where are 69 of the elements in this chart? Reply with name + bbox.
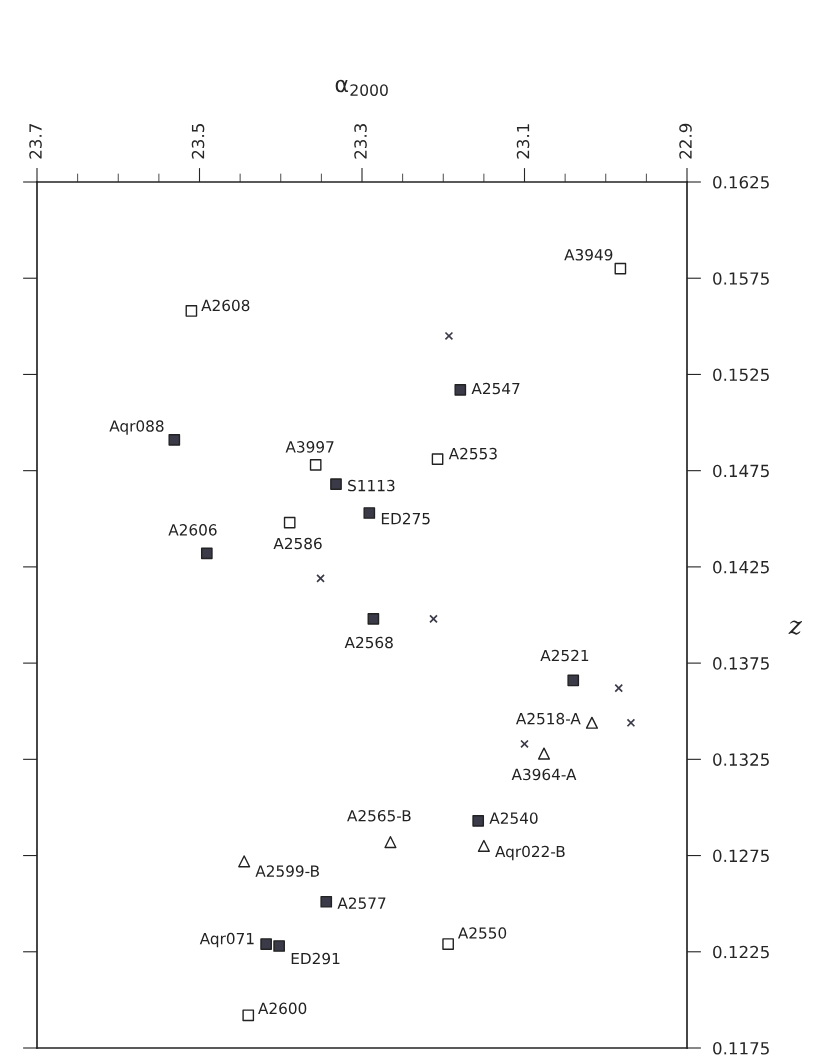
annotation: ED275 (381, 512, 430, 525)
y-tick-label: 0.1475 (713, 464, 769, 478)
point (537, 747, 551, 760)
x-tick-label: 23.1 (516, 124, 530, 159)
annotation: S1113 (348, 479, 395, 492)
point (429, 614, 438, 624)
point (363, 507, 376, 519)
annotation: A2540 (489, 812, 538, 824)
point (330, 478, 342, 490)
point (309, 459, 322, 471)
annotation: A2577 (337, 897, 386, 909)
annotation: Aqr088 (109, 420, 164, 435)
y-tick-label: 0.1275 (713, 849, 769, 863)
point (273, 940, 285, 952)
y-tick-label: 0.1375 (713, 657, 769, 670)
point (442, 938, 454, 950)
annotation: A2600 (258, 1002, 307, 1015)
y-tick-label: 0.1175 (713, 1041, 769, 1055)
point (316, 574, 325, 583)
annotation: A2599-B (255, 865, 319, 877)
x-tick-label: 22.9 (679, 123, 692, 159)
annotation: A2586 (273, 537, 322, 550)
point (431, 453, 444, 465)
annotation: Aqr071 (199, 932, 254, 948)
point (238, 855, 251, 868)
point (477, 839, 490, 853)
point (585, 716, 599, 729)
x-axis-title: α$_{2000}$ (335, 79, 388, 96)
x-tick-label: 23.3 (354, 124, 367, 159)
annotation: A2521 (540, 649, 589, 662)
point (444, 331, 454, 341)
point (367, 613, 380, 625)
y-tick-label: 0.1575 (713, 272, 769, 285)
annotation: A2608 (201, 299, 250, 312)
point (320, 895, 333, 908)
point (454, 383, 467, 396)
annotation: ED291 (291, 952, 340, 965)
annotation: A2547 (471, 382, 520, 395)
annotation: A2550 (457, 927, 507, 939)
point (626, 718, 636, 728)
annotation: A2568 (344, 636, 393, 649)
point (283, 516, 296, 529)
point (260, 938, 272, 950)
x-tick-label: 23.7 (29, 124, 42, 159)
point (242, 1009, 255, 1022)
y-tick-label: 0.1625 (713, 175, 769, 189)
annotation: A3949 (564, 248, 613, 261)
x-tick-label: 23.5 (191, 124, 205, 159)
y-axis-title: z (788, 620, 803, 635)
y-tick-label: 0.1325 (713, 753, 769, 766)
point (384, 836, 397, 849)
annotation: A2565-B (347, 809, 411, 822)
point (567, 674, 580, 687)
y-tick-label: 0.1525 (713, 368, 769, 382)
y-tick-label: 0.1225 (713, 945, 769, 959)
annotation: A2606 (168, 524, 217, 536)
y-tick-label: 0.1425 (713, 560, 769, 574)
annotation: A3997 (285, 441, 334, 453)
annotation: A2518-A (515, 712, 581, 725)
point (185, 305, 198, 317)
point (520, 739, 529, 749)
point (614, 262, 627, 275)
point (472, 815, 485, 827)
point (168, 434, 181, 446)
point (614, 683, 624, 693)
point (200, 547, 213, 560)
annotation: A2553 (448, 447, 497, 460)
annotation: A3964-A (511, 768, 577, 781)
annotation: Aqr022-B (495, 845, 565, 861)
